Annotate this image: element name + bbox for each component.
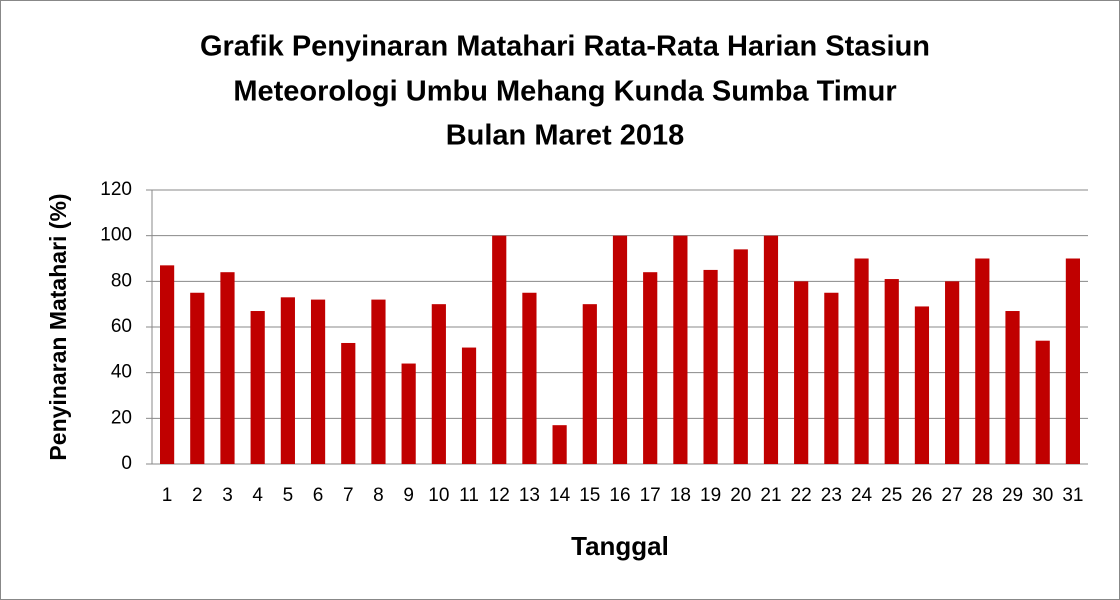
bar bbox=[914, 306, 930, 464]
bar bbox=[160, 265, 175, 464]
x-tick-label: 3 bbox=[222, 485, 233, 506]
bar bbox=[1035, 340, 1050, 464]
x-tick-label: 20 bbox=[730, 485, 751, 506]
bar bbox=[733, 249, 748, 464]
bar bbox=[552, 425, 567, 464]
bar bbox=[673, 235, 688, 464]
bar bbox=[1065, 258, 1080, 464]
bar bbox=[794, 281, 809, 464]
bar bbox=[854, 258, 869, 464]
bar bbox=[341, 342, 356, 464]
bar bbox=[884, 279, 899, 464]
bar bbox=[975, 258, 990, 464]
y-tick-label: 80 bbox=[111, 270, 132, 291]
bar bbox=[1005, 311, 1020, 464]
x-tick-label: 17 bbox=[640, 485, 661, 506]
bar bbox=[190, 292, 205, 464]
x-tick-label: 6 bbox=[313, 485, 324, 506]
bar bbox=[824, 292, 839, 464]
x-tick-label: 30 bbox=[1032, 485, 1053, 506]
x-tick-label: 31 bbox=[1062, 485, 1083, 506]
bar bbox=[522, 292, 537, 464]
y-tick-label: 120 bbox=[100, 179, 132, 200]
bar bbox=[371, 299, 386, 464]
x-tick-label: 19 bbox=[700, 485, 721, 506]
x-tick-label: 2 bbox=[192, 485, 203, 506]
x-tick-label: 4 bbox=[252, 485, 263, 506]
x-tick-label: 7 bbox=[343, 485, 354, 506]
x-tick-label: 27 bbox=[942, 485, 963, 506]
x-tick-label: 1 bbox=[162, 485, 173, 506]
y-tick-label: 60 bbox=[111, 316, 132, 337]
bar bbox=[612, 235, 628, 464]
bar bbox=[643, 272, 658, 464]
chart-title: Meteorologi Umbu Mehang Kunda Sumba Timu… bbox=[233, 76, 896, 108]
bar bbox=[945, 281, 960, 464]
y-tick-label: 40 bbox=[111, 362, 132, 383]
y-tick-label: 20 bbox=[111, 407, 132, 428]
chart-title: Bulan Maret 2018 bbox=[446, 120, 685, 152]
x-tick-label: 18 bbox=[670, 485, 691, 506]
bar bbox=[492, 235, 507, 464]
y-axis-title: Penyinaran Matahari (%) bbox=[45, 193, 71, 460]
bar bbox=[461, 347, 477, 464]
chart-title: Grafik Penyinaran Matahari Rata-Rata Har… bbox=[200, 31, 930, 63]
x-tick-label: 15 bbox=[579, 485, 600, 506]
x-tick-label: 9 bbox=[403, 485, 414, 506]
x-tick-label: 8 bbox=[373, 485, 384, 506]
x-tick-label: 12 bbox=[489, 485, 510, 506]
x-tick-label: 16 bbox=[609, 485, 630, 506]
x-tick-label: 26 bbox=[911, 485, 932, 506]
x-tick-label: 29 bbox=[1002, 485, 1023, 506]
y-tick-label: 0 bbox=[121, 453, 132, 474]
x-tick-label: 5 bbox=[283, 485, 294, 506]
bar bbox=[582, 304, 597, 464]
bar bbox=[763, 235, 779, 464]
x-tick-label: 13 bbox=[519, 485, 540, 506]
x-tick-label: 24 bbox=[851, 485, 873, 506]
x-tick-label: 11 bbox=[459, 485, 479, 506]
x-tick-label: 28 bbox=[972, 485, 993, 506]
x-tick-label: 10 bbox=[428, 485, 449, 506]
bar bbox=[703, 269, 718, 464]
x-axis-title: Tanggal bbox=[571, 531, 669, 561]
bar bbox=[431, 304, 446, 464]
bar bbox=[310, 299, 326, 464]
bar bbox=[401, 363, 416, 464]
bar bbox=[220, 272, 235, 464]
x-tick-label: 21 bbox=[760, 485, 781, 506]
x-tick-label: 25 bbox=[881, 485, 902, 506]
x-tick-label: 23 bbox=[821, 485, 842, 506]
x-tick-label: 14 bbox=[549, 485, 571, 506]
bar bbox=[280, 297, 295, 464]
x-tick-label: 22 bbox=[791, 485, 812, 506]
bar bbox=[250, 311, 265, 464]
y-tick-label: 100 bbox=[100, 225, 132, 246]
